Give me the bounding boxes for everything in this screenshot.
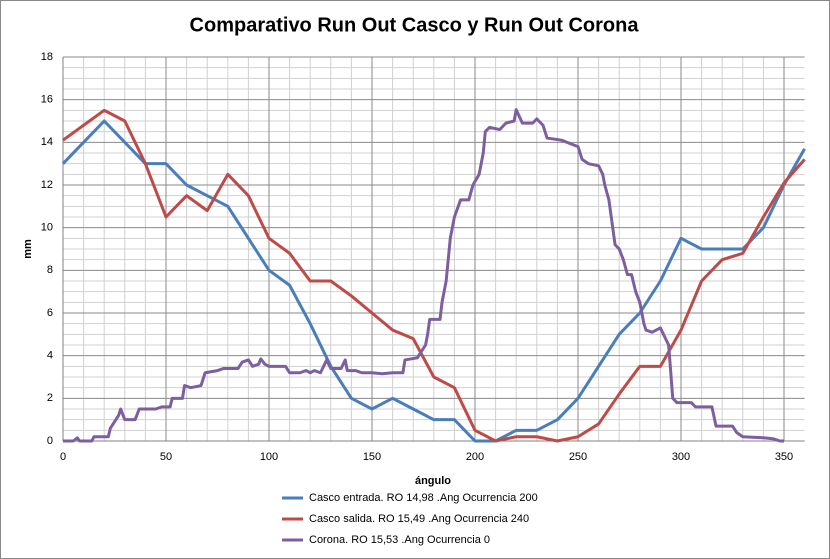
- y-tick-label: 6: [47, 307, 53, 319]
- y-axis-title: mm: [22, 239, 34, 259]
- x-tick-label: 200: [466, 451, 484, 463]
- y-tick-label: 8: [47, 264, 53, 276]
- legend-label: Casco salida. RO 15,49 .Ang Ocurrencia 2…: [309, 513, 529, 525]
- y-tick-label: 12: [41, 179, 53, 191]
- y-tick-label: 14: [41, 136, 53, 148]
- x-tick-label: 50: [160, 451, 172, 463]
- legend-label: Corona. RO 15,53 .Ang Ocurrencia 0: [309, 534, 490, 546]
- x-axis-title: ángulo: [415, 475, 451, 487]
- series-line: [61, 119, 806, 443]
- x-tick-label: 150: [363, 451, 381, 463]
- y-tick-label: 10: [41, 222, 53, 234]
- y-tick-label: 2: [47, 392, 53, 404]
- x-tick-label: 300: [672, 451, 690, 463]
- y-tick-label: 16: [41, 94, 53, 106]
- y-tick-label: 4: [47, 350, 53, 362]
- x-tick-label: 350: [775, 451, 793, 463]
- series-line: [62, 108, 806, 443]
- x-tick-label: 250: [569, 451, 587, 463]
- y-tick-label: 18: [41, 51, 53, 63]
- chart-title: Comparativo Run Out Casco y Run Out Coro…: [190, 14, 640, 36]
- y-tick-label: 0: [47, 435, 53, 447]
- x-tick-label: 0: [60, 451, 66, 463]
- x-tick-label: 100: [260, 451, 278, 463]
- series-line: [63, 108, 784, 443]
- legend-label: Casco entrada. RO 14,98 .Ang Ocurrencia …: [309, 492, 538, 504]
